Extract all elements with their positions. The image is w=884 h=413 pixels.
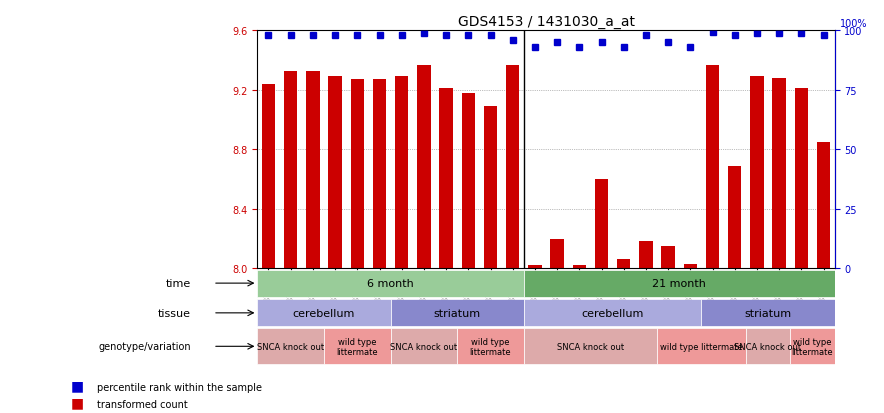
Text: SNCA knock out: SNCA knock out: [391, 342, 458, 351]
Bar: [461, 94, 475, 268]
Text: transformed count: transformed count: [97, 399, 188, 409]
Text: wild type
littermate: wild type littermate: [469, 337, 511, 356]
FancyBboxPatch shape: [524, 300, 701, 326]
Bar: [373, 80, 386, 268]
Bar: [751, 77, 764, 268]
Bar: [773, 79, 786, 268]
Text: time: time: [165, 278, 191, 288]
FancyBboxPatch shape: [257, 270, 524, 297]
Text: SNCA knock out: SNCA knock out: [557, 342, 624, 351]
Text: 6 month: 6 month: [367, 278, 414, 288]
Text: cerebellum: cerebellum: [293, 308, 355, 318]
Text: wild type
littermate: wild type littermate: [792, 337, 834, 356]
Text: 100%: 100%: [841, 19, 868, 29]
Bar: [661, 247, 674, 268]
Bar: [617, 260, 630, 268]
FancyBboxPatch shape: [257, 329, 324, 364]
Bar: [639, 242, 652, 268]
Bar: [551, 239, 564, 268]
FancyBboxPatch shape: [257, 300, 391, 326]
FancyBboxPatch shape: [524, 329, 657, 364]
Bar: [417, 65, 431, 268]
Text: striatum: striatum: [434, 308, 481, 318]
Bar: [595, 180, 608, 268]
Text: percentile rank within the sample: percentile rank within the sample: [97, 382, 263, 392]
FancyBboxPatch shape: [790, 329, 834, 364]
Text: 21 month: 21 month: [652, 278, 706, 288]
FancyBboxPatch shape: [457, 329, 524, 364]
Bar: [573, 266, 586, 268]
FancyBboxPatch shape: [391, 329, 457, 364]
Bar: [351, 80, 364, 268]
Text: wild type littermate: wild type littermate: [660, 342, 743, 351]
Bar: [306, 71, 319, 268]
Text: cerebellum: cerebellum: [582, 308, 644, 318]
Bar: [262, 85, 275, 268]
Text: striatum: striatum: [744, 308, 791, 318]
Text: wild type
littermate: wild type littermate: [337, 337, 378, 356]
Bar: [395, 77, 408, 268]
FancyBboxPatch shape: [746, 329, 790, 364]
Bar: [529, 266, 542, 268]
Title: GDS4153 / 1431030_a_at: GDS4153 / 1431030_a_at: [458, 15, 635, 29]
Text: tissue: tissue: [157, 308, 191, 318]
Bar: [329, 77, 342, 268]
FancyBboxPatch shape: [524, 270, 834, 297]
Bar: [728, 166, 742, 268]
Text: genotype/variation: genotype/variation: [98, 342, 191, 351]
FancyBboxPatch shape: [324, 329, 391, 364]
Bar: [439, 89, 453, 268]
Bar: [817, 142, 830, 268]
Bar: [683, 264, 697, 268]
FancyBboxPatch shape: [701, 300, 834, 326]
Text: SNCA knock out: SNCA knock out: [257, 342, 324, 351]
Bar: [706, 65, 720, 268]
Bar: [795, 89, 808, 268]
Bar: [484, 107, 497, 268]
Text: ■: ■: [71, 395, 84, 409]
Bar: [506, 65, 520, 268]
Text: ■: ■: [71, 378, 84, 392]
Bar: [284, 71, 297, 268]
Text: SNCA knock out: SNCA knock out: [735, 342, 802, 351]
FancyBboxPatch shape: [391, 300, 524, 326]
FancyBboxPatch shape: [657, 329, 746, 364]
